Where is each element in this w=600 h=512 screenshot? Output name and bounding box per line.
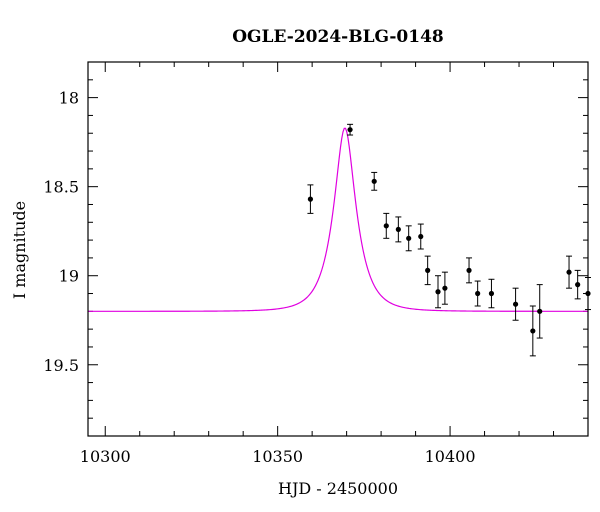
x-tick-label: 10300 bbox=[80, 447, 131, 466]
point-marker bbox=[435, 289, 441, 295]
point-marker bbox=[575, 282, 581, 288]
point-marker bbox=[530, 328, 536, 334]
y-tick-label: 18 bbox=[59, 89, 79, 108]
chart-title: OGLE-2024-BLG-0148 bbox=[232, 27, 444, 47]
data-point bbox=[474, 280, 481, 307]
data-point bbox=[424, 255, 431, 286]
data-point bbox=[529, 305, 536, 357]
data-point bbox=[512, 287, 519, 321]
data-points-layer bbox=[307, 123, 591, 357]
data-point bbox=[383, 212, 390, 239]
x-tick-label: 10400 bbox=[425, 447, 476, 466]
data-point bbox=[405, 225, 412, 252]
point-marker bbox=[418, 233, 424, 240]
axis-ticks bbox=[88, 61, 589, 437]
model-curve-layer bbox=[88, 127, 588, 312]
data-point bbox=[371, 171, 378, 191]
data-point bbox=[395, 216, 402, 243]
point-marker bbox=[425, 267, 431, 273]
data-point bbox=[441, 271, 448, 305]
data-point bbox=[488, 278, 495, 309]
data-point bbox=[417, 223, 424, 250]
y-axis-label: I magnitude bbox=[10, 201, 29, 299]
point-marker bbox=[537, 308, 543, 314]
point-marker bbox=[347, 127, 353, 133]
data-point bbox=[307, 184, 314, 214]
point-marker bbox=[442, 285, 448, 291]
point-marker bbox=[383, 223, 389, 229]
tick-labels: 10300 10350 10400 18 18.5 19 19.5 bbox=[43, 89, 475, 466]
x-tick-label: 10350 bbox=[252, 447, 303, 466]
data-point bbox=[566, 255, 573, 289]
y-tick-label: 18.5 bbox=[43, 178, 79, 197]
model-curve bbox=[88, 127, 588, 312]
point-marker bbox=[488, 290, 495, 297]
x-axis-label: HJD - 2450000 bbox=[278, 479, 398, 498]
point-marker bbox=[395, 226, 401, 233]
y-tick-label: 19 bbox=[59, 267, 79, 286]
data-point bbox=[536, 284, 543, 339]
point-marker bbox=[307, 196, 314, 202]
point-marker bbox=[512, 301, 519, 307]
data-point bbox=[574, 269, 581, 300]
data-point bbox=[466, 257, 473, 284]
plot-frame bbox=[87, 61, 589, 437]
y-tick-label: 19.5 bbox=[43, 356, 79, 375]
point-marker bbox=[371, 178, 377, 184]
data-point bbox=[435, 275, 441, 309]
point-marker bbox=[466, 267, 472, 273]
point-marker bbox=[566, 269, 572, 275]
point-marker bbox=[475, 290, 481, 297]
data-point bbox=[347, 123, 354, 136]
point-marker bbox=[406, 235, 412, 241]
